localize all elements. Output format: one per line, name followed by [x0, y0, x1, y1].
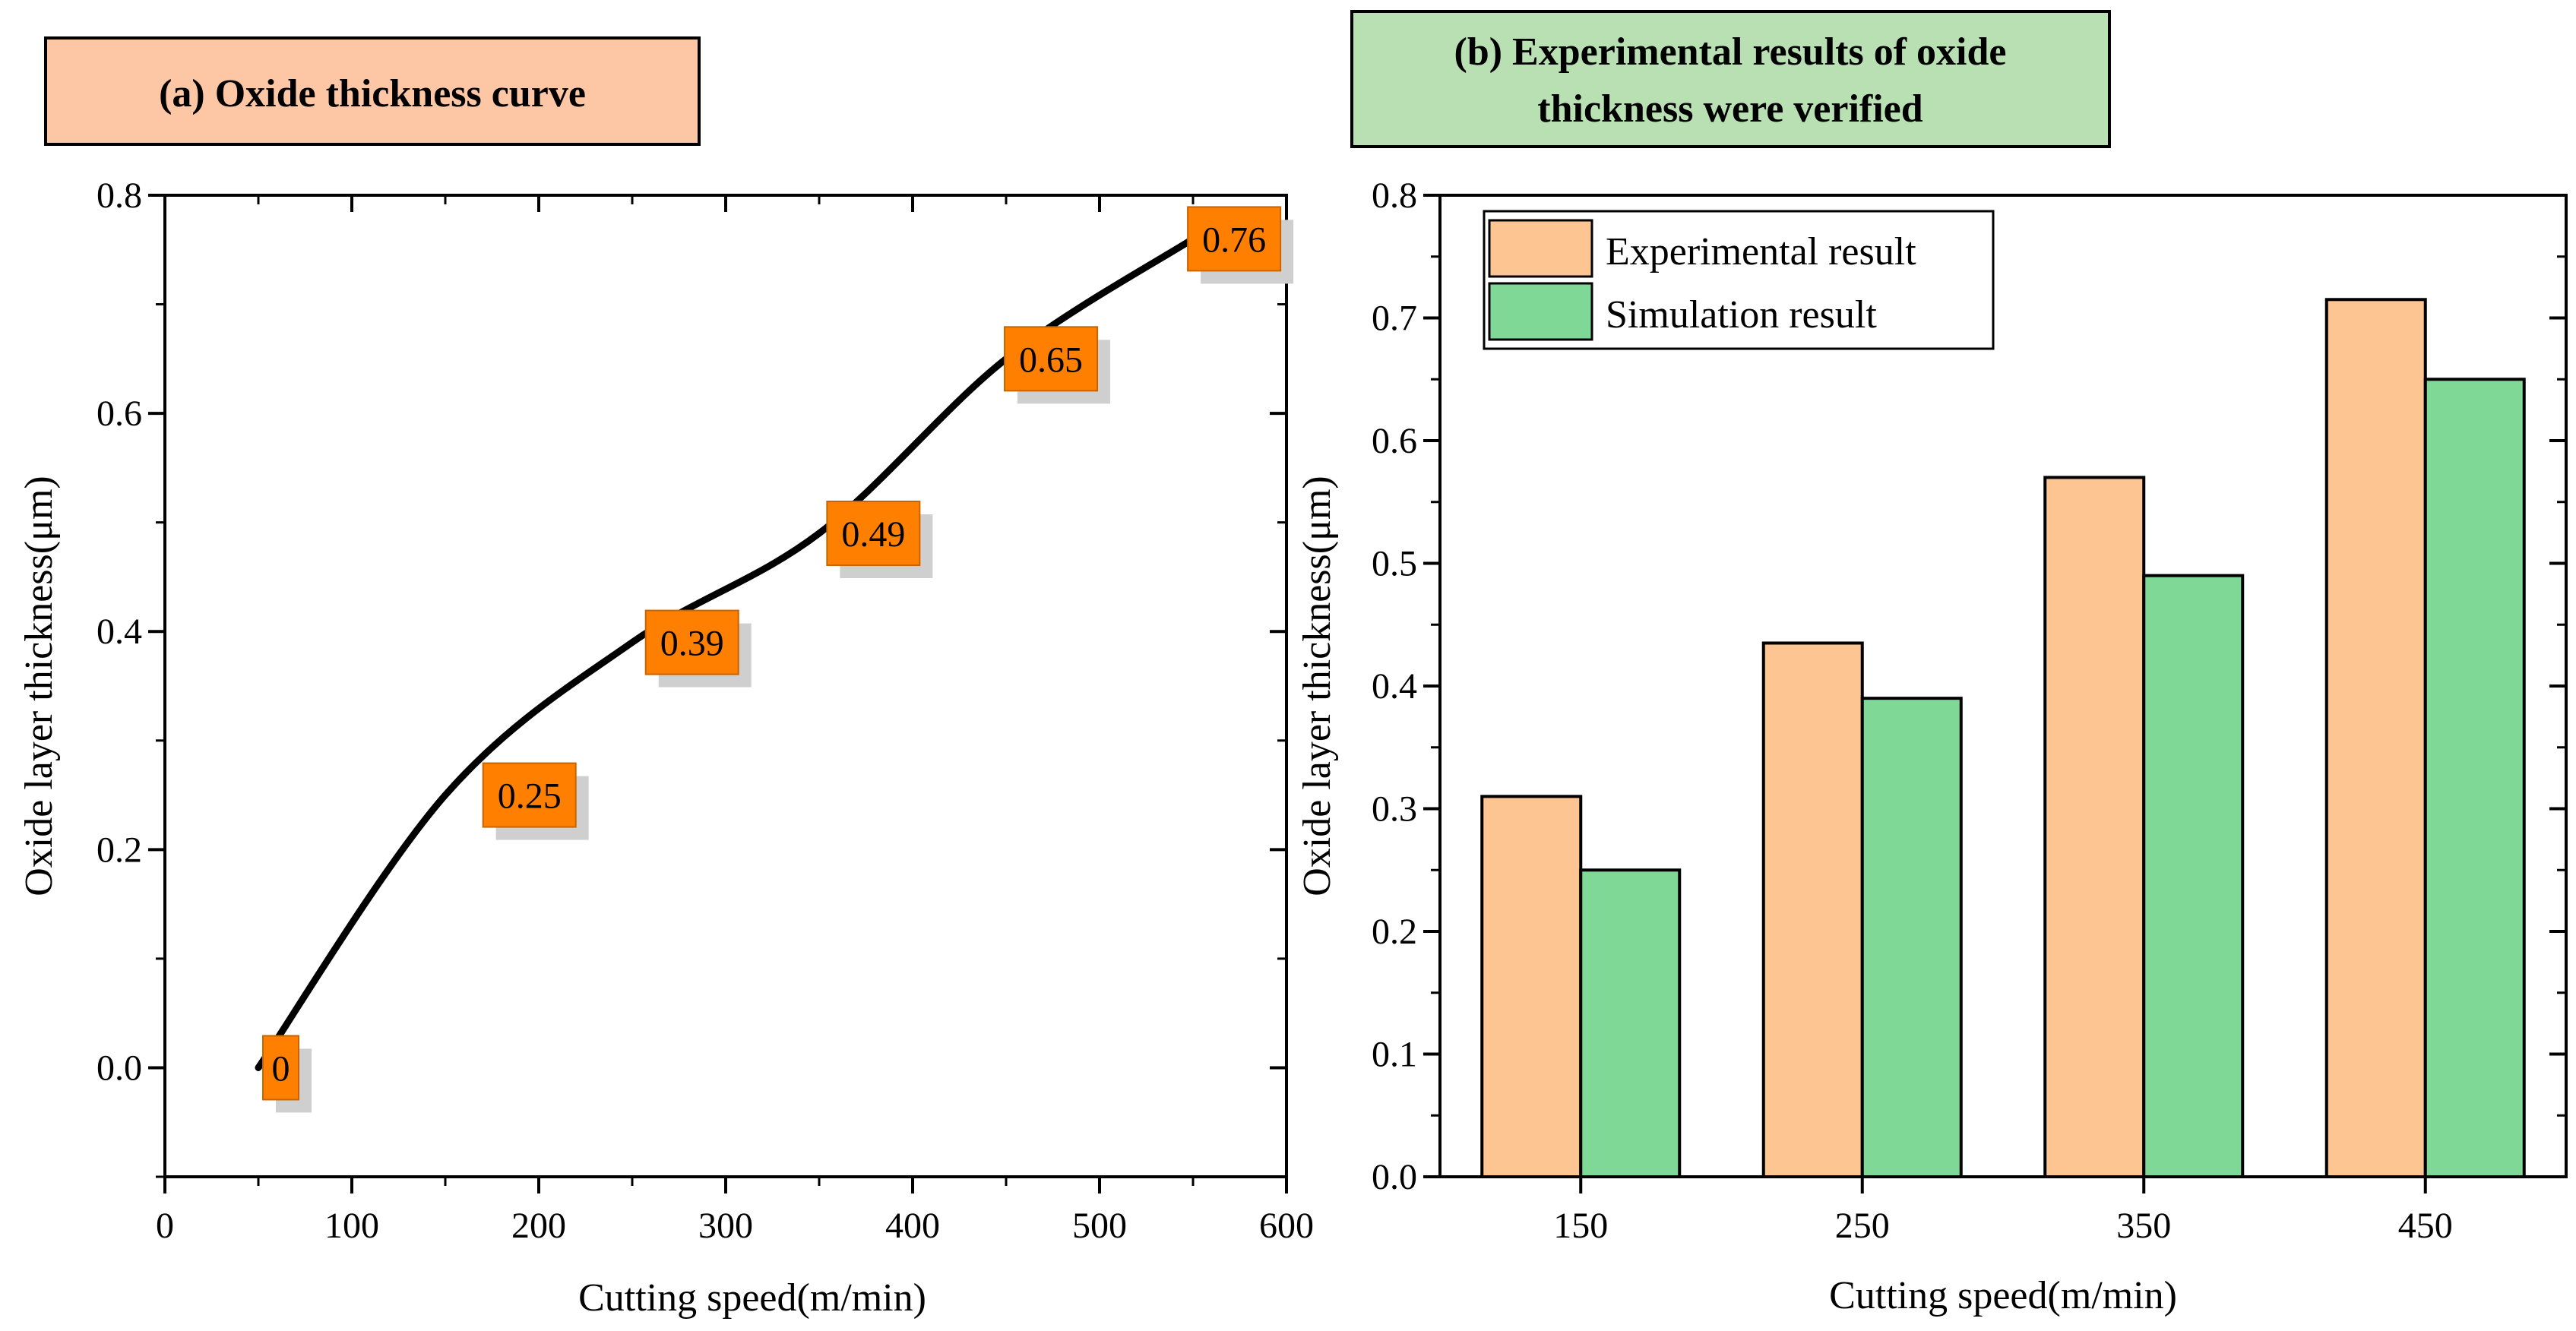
data-label-box: [262, 1035, 300, 1101]
panel-b-y-axis: 0.0 0.1 0.2 0.3 0.4 0.5 0.6 0.7 0.8: [1372, 175, 2566, 1197]
panel-b-bars: [1480, 298, 2526, 1178]
x-tick-label: 250: [1835, 1206, 1890, 1246]
legend-swatch-experimental: [1488, 219, 1593, 278]
x-tick-label: 150: [1553, 1206, 1608, 1246]
panel-a-title-box: [44, 36, 701, 146]
bar-simulation: [2423, 378, 2526, 1178]
x-tick-label: 500: [1072, 1206, 1127, 1246]
y-tick-label: 0.1: [1372, 1035, 1417, 1075]
panel-b-title-line-1: (b) Experimental results of oxide: [1454, 30, 2007, 74]
panel-b-x-label: Cutting speed(m/min): [1829, 1274, 2177, 1317]
data-label: 0.76: [1202, 220, 1266, 260]
y-tick-label: 0.8: [97, 175, 142, 216]
panel-b-legend: Experimental result Simulation result: [1483, 210, 1995, 350]
panel-a-data-labels: 0 0.25 0.39 0.49 0.65 0.76: [262, 206, 1294, 1113]
bar-experimental: [2043, 476, 2146, 1178]
panel-a-x-label: Cutting speed(m/min): [578, 1276, 926, 1320]
panel-b-verification: (b) Experimental results of oxide thickn…: [1296, 10, 2568, 1317]
data-label-box: [482, 762, 577, 828]
panel-a-x-axis: 0 100 200 300 400 500 600: [156, 195, 1314, 1246]
x-tick-label: 100: [324, 1206, 379, 1246]
x-tick-label: 350: [2116, 1206, 2171, 1246]
data-label-box: [1004, 326, 1099, 392]
x-tick-label: 400: [885, 1206, 940, 1246]
bar-simulation: [1860, 697, 1963, 1178]
legend-swatch-simulation: [1488, 282, 1593, 341]
x-tick-label: 200: [511, 1206, 566, 1246]
data-label-box: [826, 501, 921, 567]
x-tick-label: 600: [1259, 1206, 1314, 1246]
y-tick-label: 0.7: [1372, 299, 1417, 339]
y-tick-label: 0.2: [1372, 912, 1417, 952]
data-label: 0.25: [498, 776, 562, 817]
panel-b-title-line-2: thickness were verified: [1537, 87, 1923, 131]
y-tick-label: 0.0: [97, 1048, 142, 1088]
data-label: 0: [272, 1048, 290, 1089]
bar-experimental: [2324, 298, 2427, 1178]
x-tick-label: 0: [156, 1206, 174, 1246]
x-tick-label: 450: [2398, 1206, 2453, 1246]
panel-b-y-label: Oxide layer thickness(μm): [1296, 476, 1339, 896]
bar-experimental: [1480, 795, 1583, 1178]
legend-label-simulation: Simulation result: [1606, 293, 1877, 337]
panel-a-y-label: Oxide layer thickness(μm): [17, 476, 61, 896]
panel-a-y-axis: 0.0 0.2 0.4 0.6 0.8: [97, 175, 1286, 1178]
panel-b-x-axis: 150 250 350 450: [1553, 1177, 2453, 1246]
bar-simulation: [1579, 868, 1682, 1178]
panel-b-title-box: [1350, 10, 2111, 148]
bar-simulation: [2142, 574, 2245, 1178]
y-tick-label: 0.5: [1372, 544, 1417, 584]
y-tick-label: 0.4: [1372, 666, 1417, 707]
data-label-box: [1187, 206, 1282, 272]
y-tick-label: 0.4: [97, 612, 142, 652]
bar-experimental: [1761, 641, 1864, 1178]
y-tick-label: 0.6: [97, 394, 142, 434]
y-tick-label: 0.2: [97, 830, 142, 870]
data-label: 0.39: [660, 624, 724, 664]
y-tick-label: 0.0: [1372, 1157, 1417, 1197]
data-label: 0.65: [1019, 340, 1083, 380]
panel-a-title: (a) Oxide thickness curve: [159, 72, 586, 115]
y-tick-label: 0.8: [1372, 175, 1417, 216]
data-label: 0.49: [841, 514, 905, 555]
data-label-box: [644, 609, 739, 675]
y-tick-label: 0.3: [1372, 789, 1417, 830]
x-tick-label: 300: [698, 1206, 753, 1246]
legend-label-experimental: Experimental result: [1606, 230, 1916, 273]
y-tick-label: 0.6: [1372, 421, 1417, 461]
panel-a-oxide-thickness-curve: (a) Oxide thickness curve 0 100 200 300 400 5…: [17, 36, 1314, 1320]
